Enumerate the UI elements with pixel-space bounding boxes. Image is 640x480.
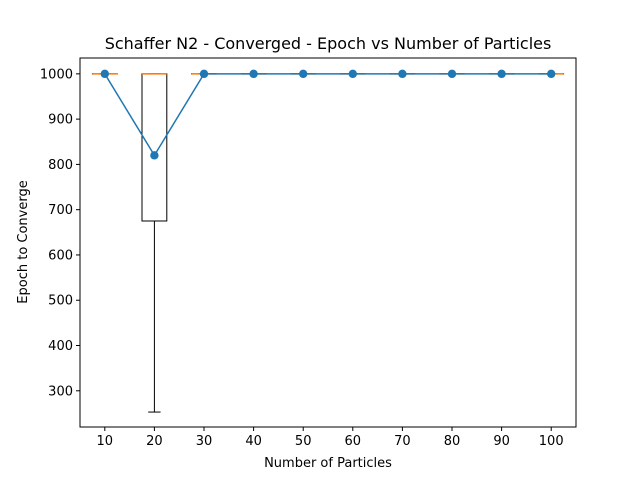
x-tick-label: 50	[295, 434, 312, 449]
y-axis-label: Epoch to Converge	[16, 180, 31, 303]
y-tick-label: 900	[48, 113, 73, 128]
y-tick-label: 400	[48, 339, 73, 354]
x-tick-label: 40	[245, 434, 262, 449]
x-tick-label: 80	[444, 434, 461, 449]
y-tick-label: 500	[48, 294, 73, 309]
y-tick-label: 1000	[40, 67, 73, 82]
series-group	[100, 69, 556, 160]
x-tick-label: 60	[345, 434, 362, 449]
y-tick-label: 800	[48, 158, 73, 173]
y-tick-label: 700	[48, 203, 73, 218]
data-point-90	[497, 69, 506, 79]
data-point-60	[348, 69, 357, 79]
data-point-20	[150, 151, 159, 160]
x-tick-label: 100	[539, 434, 564, 449]
x-axis: 10 20 30 40 50 60 70 80 90 100	[97, 427, 564, 449]
data-point-40	[249, 69, 258, 79]
box-20	[141, 73, 168, 413]
x-tick-label: 20	[146, 434, 163, 449]
series-line	[104, 73, 552, 157]
y-tick-label: 600	[48, 248, 73, 263]
data-point-80	[447, 69, 457, 79]
data-point-50	[299, 69, 308, 79]
data-point-100	[547, 69, 556, 79]
chart-title: Schaffer N2 - Converged - Epoch vs Numbe…	[105, 34, 552, 53]
x-tick-label: 30	[196, 434, 213, 449]
data-point-10	[100, 69, 110, 79]
plot-frame	[79, 57, 577, 428]
x-tick-label: 10	[97, 434, 114, 449]
x-tick-label: 70	[394, 434, 411, 449]
x-axis-label: Number of Particles	[264, 456, 392, 471]
y-axis: 300 400 500 600 700 800 900 1000	[40, 67, 80, 399]
y-tick-label: 300	[48, 384, 73, 399]
data-point-70	[398, 69, 407, 79]
x-tick-label: 90	[493, 434, 510, 449]
data-point-30	[199, 69, 209, 79]
